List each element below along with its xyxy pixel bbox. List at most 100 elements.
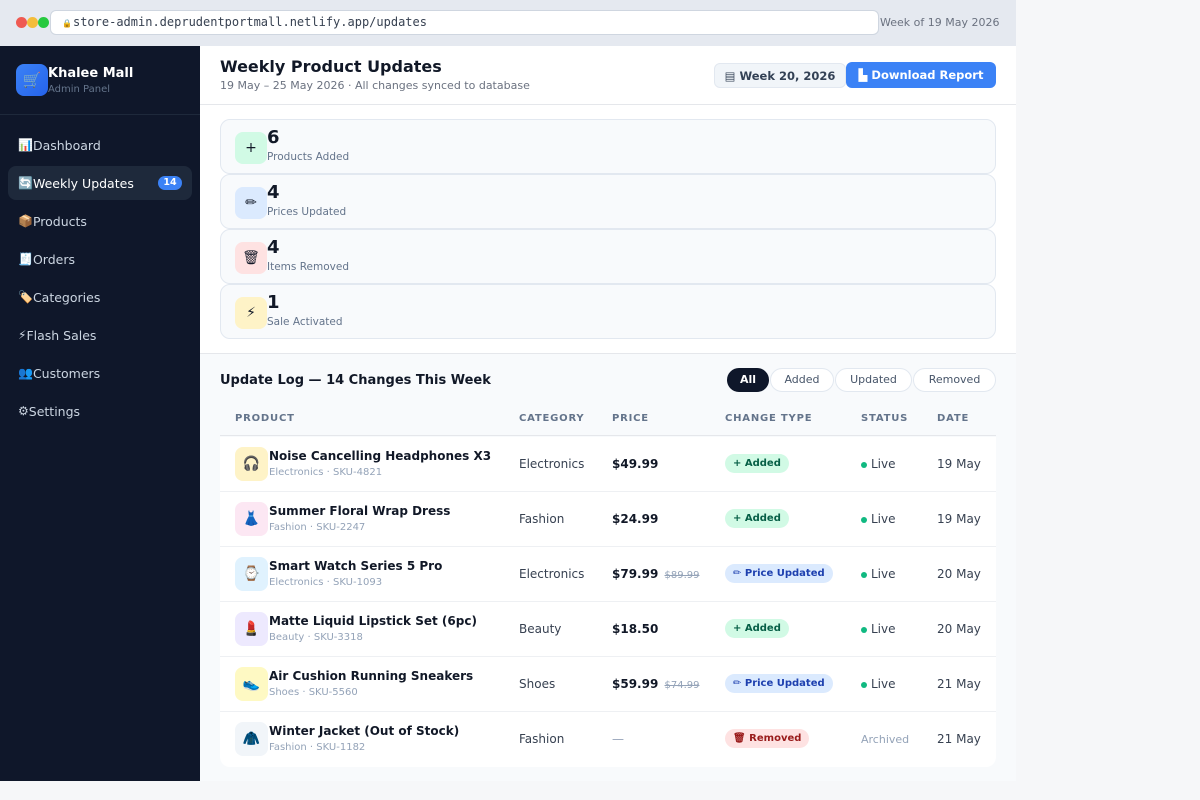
filter-removed[interactable]: Removed (913, 368, 996, 392)
sidebar: 🛒 Khalee Mall Admin Panel 📊 Dashboard 🔄 We… (0, 46, 200, 781)
price-value: $59.99 (612, 677, 659, 691)
column-header-status[interactable]: STATUS (861, 413, 909, 424)
jacket-icon: 🧥 (235, 722, 268, 756)
change-badge-added: + Added (725, 509, 789, 528)
package-icon: 📦 (18, 214, 33, 228)
browser-bar: 🔒store-admin.deprudentportmall.netlify.a… (0, 0, 1016, 46)
category-cell: Fashion (519, 512, 565, 526)
category-cell: Electronics (519, 567, 585, 581)
column-header-change-type[interactable]: CHANGE TYPE (725, 413, 813, 424)
minimize-window-button[interactable] (27, 17, 38, 28)
address-bar[interactable]: 🔒store-admin.deprudentportmall.netlify.a… (50, 10, 879, 35)
live-dot-icon (861, 571, 867, 578)
cart-icon: 🛒 (16, 64, 48, 96)
column-header-date[interactable]: DATE (937, 413, 970, 424)
sidebar-item-orders[interactable]: 🧾 Orders (8, 242, 192, 276)
status-cell: Live (861, 512, 896, 526)
brand-subtitle: Admin Panel (48, 84, 111, 95)
sidebar-item-customers[interactable]: 👥 Customers (8, 356, 192, 390)
sidebar-item-flash-sales[interactable]: ⚡ Flash Sales (8, 318, 192, 352)
change-badge-removed: 🗑 Removed (725, 729, 810, 748)
week-selector-button[interactable]: ▤ Week 20, 2026 (714, 63, 846, 88)
filter-added[interactable]: Added (770, 368, 834, 392)
date-cell: 21 May (937, 677, 981, 691)
lightning-icon: ⚡ (18, 328, 27, 342)
filter-all[interactable]: All (727, 368, 769, 392)
column-header-category[interactable]: CATEGORY (519, 413, 585, 424)
close-window-button[interactable] (16, 17, 27, 28)
sidebar-item-products[interactable]: 📦 Products (8, 204, 192, 238)
live-dot-icon (861, 461, 867, 468)
stat-label: Prices Updated (267, 206, 347, 218)
stat-value: 6 (267, 127, 280, 148)
price-cell: $79.99 $89.99 (612, 567, 700, 581)
sidebar-item-settings[interactable]: ⚙ Settings (8, 394, 192, 428)
old-price: $89.99 (664, 570, 700, 581)
category-cell: Fashion (519, 732, 565, 746)
category-cell: Shoes (519, 677, 556, 691)
sidebar-item-label: Categories (32, 289, 101, 305)
product-meta: Shoes · SKU-5560 (269, 687, 358, 698)
product-name: Matte Liquid Lipstick Set (6pc) (269, 614, 477, 628)
date-cell: 19 May (937, 457, 981, 471)
status-cell: Live (861, 677, 896, 691)
sidebar-item-categories[interactable]: 🏷️ Categories (8, 280, 192, 314)
product-meta: Fashion · SKU-1182 (269, 742, 366, 753)
watch-icon: ⌚ (235, 557, 268, 591)
download-report-button[interactable]: ▙ Download Report (846, 62, 996, 88)
sidebar-item-label: Flash Sales (26, 327, 97, 343)
sidebar-item-label: Products (32, 213, 87, 229)
live-dot-icon (861, 626, 867, 633)
old-price: $74.99 (664, 680, 700, 691)
stat-value: 4 (267, 237, 280, 258)
sidebar-item-weekly-updates[interactable]: 🔄 Weekly Updates 14 (8, 166, 192, 200)
stat-card-removed: 🗑 4 Items Removed (220, 229, 996, 284)
filter-updated[interactable]: Updated (835, 368, 912, 392)
plus-icon: + (235, 132, 267, 164)
sidebar-item-label: Settings (28, 403, 81, 419)
sidebar-item-label: Orders (32, 251, 75, 267)
status-text: Live (871, 677, 896, 691)
status-cell: Live (861, 457, 896, 471)
brand-name: Khalee Mall (48, 66, 134, 81)
stats-section: + 6 Products Added ✏ 4 Prices Updated 🗑 … (200, 105, 1016, 354)
sidebar-item-label: Weekly Updates (32, 175, 134, 191)
category-cell: Electronics (519, 457, 585, 471)
price-cell: $59.99 $74.99 (612, 677, 700, 691)
refresh-icon: 🔄 (18, 176, 33, 190)
price-cell: $24.99 (612, 512, 658, 526)
status-text: Live (871, 622, 896, 636)
status-text: Live (871, 512, 896, 526)
price-cell: $18.50 (612, 622, 658, 636)
column-header-product[interactable]: PRODUCT (235, 413, 295, 424)
window-controls (16, 17, 49, 28)
stat-card-sale: ⚡ 1 Sale Activated (220, 284, 996, 339)
table-body: 🎧 Noise Cancelling Headphones X3 Electro… (220, 437, 996, 767)
sidebar-item-dashboard[interactable]: 📊 Dashboard (8, 128, 192, 162)
table-row[interactable]: ⌚ Smart Watch Series 5 Pro Electronics ·… (220, 547, 996, 602)
maximize-window-button[interactable] (38, 17, 49, 28)
url-text: store-admin.deprudentportmall.netlify.ap… (72, 15, 427, 29)
change-badge-updated: ✏ Price Updated (725, 564, 833, 583)
product-name: Air Cushion Running Sneakers (269, 669, 474, 683)
sidebar-item-label: Customers (32, 365, 101, 381)
receipt-icon: 🧾 (18, 252, 33, 266)
table-row[interactable]: 💄 Matte Liquid Lipstick Set (6pc) Beauty… (220, 602, 996, 657)
users-icon: 👥 (18, 366, 33, 380)
column-header-price[interactable]: PRICE (612, 413, 649, 424)
status-cell: Archived (861, 733, 910, 746)
table-row[interactable]: 🧥 Winter Jacket (Out of Stock) Fashion ·… (220, 712, 996, 767)
table-row[interactable]: 👟 Air Cushion Running Sneakers Shoes · S… (220, 657, 996, 712)
status-cell: Live (861, 567, 896, 581)
table-row[interactable]: 👗 Summer Floral Wrap Dress Fashion · SKU… (220, 492, 996, 547)
stat-card-updated: ✏ 4 Prices Updated (220, 174, 996, 229)
table-row[interactable]: 🎧 Noise Cancelling Headphones X3 Electro… (220, 437, 996, 492)
product-meta: Electronics · SKU-1093 (269, 577, 383, 588)
update-log-title: Update Log — 14 Changes This Week (220, 373, 491, 388)
change-badge-added: + Added (725, 454, 789, 473)
product-meta: Beauty · SKU-3318 (269, 632, 363, 643)
stat-card-added: + 6 Products Added (220, 119, 996, 174)
stat-label: Products Added (267, 151, 350, 163)
stat-value: 4 (267, 182, 280, 203)
page-header: Weekly Product Updates 19 May – 25 May 2… (200, 46, 1016, 105)
